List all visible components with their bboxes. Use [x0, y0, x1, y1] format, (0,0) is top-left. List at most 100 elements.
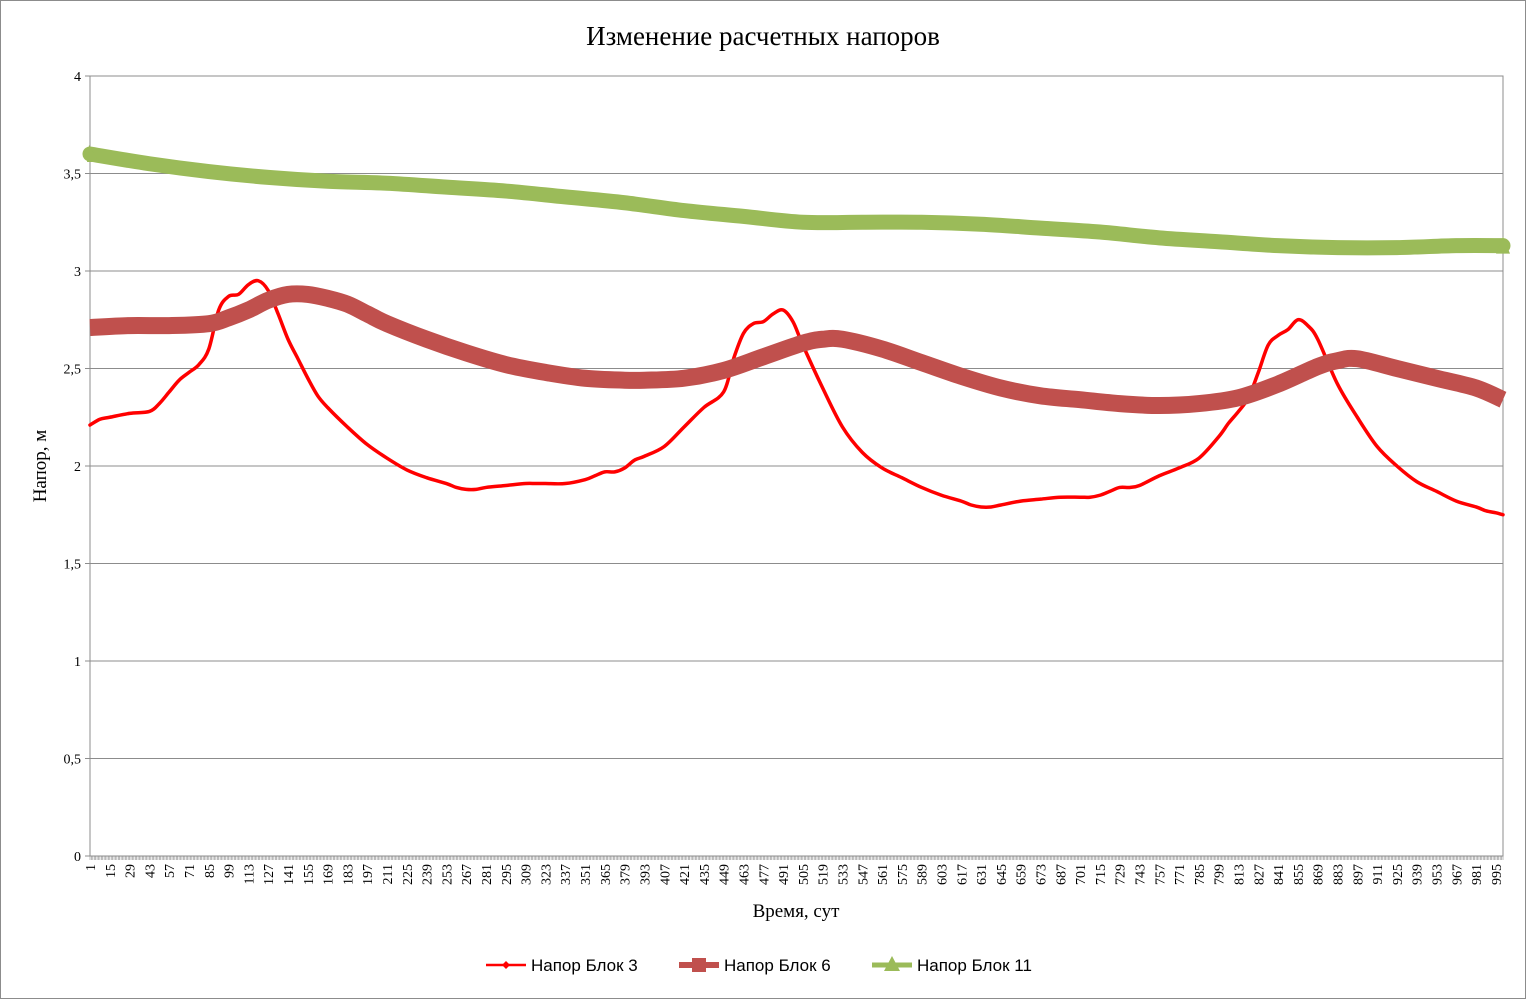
x-tick-label: 729	[1114, 864, 1129, 885]
legend-item: Напор Блок 6	[679, 956, 831, 975]
x-tick-label: 701	[1074, 864, 1089, 885]
x-tick-label: 477	[757, 864, 772, 885]
x-tick-label: 113	[242, 864, 257, 884]
legend-marker	[692, 958, 706, 972]
x-tick-label: 995	[1490, 864, 1505, 885]
x-tick-label: 337	[559, 864, 574, 885]
y-tick-label: 2,5	[64, 363, 82, 378]
legend-label: Напор Блок 3	[531, 956, 638, 975]
legend: Напор Блок 3 Напор Блок 6 Напор Блок 11	[486, 956, 1032, 975]
y-axis-title: Напор, м	[30, 430, 51, 503]
x-tick-label: 883	[1332, 864, 1347, 885]
x-tick-label: 211	[381, 864, 396, 884]
x-tick-label: 15	[104, 864, 119, 878]
x-tick-label: 799	[1213, 864, 1228, 885]
x-tick-label: 533	[836, 864, 851, 885]
x-tick-label: 309	[520, 864, 535, 885]
x-tick-label: 897	[1351, 864, 1366, 885]
x-tick-label: 505	[797, 864, 812, 885]
x-tick-label: 925	[1391, 864, 1406, 885]
x-tick-label: 813	[1233, 864, 1248, 885]
grid-lines	[90, 173, 1503, 759]
x-tick-label: 127	[262, 864, 277, 885]
x-tick-label: 869	[1312, 864, 1327, 885]
x-tick-label: 379	[619, 864, 634, 885]
x-tick-label: 855	[1292, 864, 1307, 885]
x-tick-label: 645	[995, 864, 1010, 885]
x-tick-label: 575	[896, 864, 911, 885]
x-tick-label: 393	[638, 864, 653, 885]
x-tick-label: 673	[1034, 864, 1049, 885]
y-tick-label: 0	[74, 850, 81, 865]
x-tick-label: 141	[282, 864, 297, 885]
x-tick-label: 449	[718, 864, 733, 885]
x-tick-label: 407	[658, 864, 673, 885]
x-tick-label: 421	[678, 864, 693, 885]
x-tick-label: 281	[480, 864, 495, 885]
y-tick-label: 3	[74, 265, 81, 280]
legend-marker	[884, 956, 900, 971]
x-tick-label: 715	[1094, 864, 1109, 885]
series-marker-end	[1496, 236, 1510, 254]
x-tick-label: 197	[361, 864, 376, 885]
x-tick-label: 757	[1153, 864, 1168, 885]
x-tick-label: 463	[737, 864, 752, 885]
x-tick-label: 169	[322, 864, 337, 885]
x-axis: 1 15 29 43 57 71 85 99 113 127 141 155 169 183 197 211 2…	[84, 856, 1505, 885]
legend-label: Напор Блок 6	[724, 956, 831, 975]
series-line-3	[82, 146, 1511, 256]
x-tick-label: 827	[1252, 864, 1267, 885]
series-line-2	[89, 285, 1507, 415]
y-tick-label: 1	[74, 655, 81, 670]
x-tick-label: 687	[1054, 864, 1069, 885]
x-tick-label: 29	[124, 864, 139, 878]
x-tick-label: 351	[579, 864, 594, 885]
x-tick-label: 99	[223, 864, 238, 878]
x-tick-label: 57	[163, 864, 178, 878]
x-tick-label: 85	[203, 864, 218, 878]
x-tick-label: 323	[539, 864, 554, 885]
x-tick-label: 771	[1173, 864, 1188, 885]
x-tick-label: 1	[84, 864, 99, 871]
y-axis: 0 0,5 1 1,5 2 2,5 3 3,5 4	[64, 70, 90, 865]
x-tick-label: 841	[1272, 864, 1287, 885]
x-tick-label: 71	[183, 864, 198, 878]
x-tick-label: 953	[1431, 864, 1446, 885]
x-tick-label: 547	[856, 864, 871, 885]
legend-label: Напор Блок 11	[917, 956, 1032, 975]
series-marker-start	[87, 145, 99, 162]
x-tick-label: 967	[1450, 864, 1465, 885]
series-lines	[82, 145, 1511, 517]
legend-item: Напор Блок 11	[872, 956, 1032, 975]
x-tick-label: 617	[955, 864, 970, 885]
y-tick-label: 4	[74, 70, 81, 85]
x-tick-label: 365	[599, 864, 614, 885]
x-tick-label: 603	[935, 864, 950, 885]
x-tick-label: 155	[302, 864, 317, 885]
x-tick-label: 981	[1470, 864, 1485, 885]
y-tick-label: 0,5	[64, 753, 82, 768]
x-tick-label: 295	[500, 864, 515, 885]
x-tick-label: 253	[440, 864, 455, 885]
legend-item: Напор Блок 3	[486, 956, 638, 975]
x-tick-label: 225	[401, 864, 416, 885]
x-tick-label: 659	[1015, 864, 1030, 885]
legend-marker	[502, 961, 510, 969]
x-tick-label: 589	[916, 864, 931, 885]
x-tick-label: 911	[1371, 864, 1386, 884]
series-line-1	[88, 278, 1505, 517]
x-tick-label: 435	[698, 864, 713, 885]
x-tick-label: 267	[460, 864, 475, 885]
x-tick-label: 785	[1193, 864, 1208, 885]
x-tick-label: 491	[777, 864, 792, 885]
x-tick-label: 43	[143, 864, 158, 878]
x-tick-label: 561	[876, 864, 891, 885]
x-tick-label: 183	[341, 864, 356, 885]
x-tick-label: 939	[1411, 864, 1426, 885]
x-axis-title: Время, сут	[753, 901, 841, 922]
x-tick-label: 743	[1133, 864, 1148, 885]
y-tick-label: 2	[74, 460, 81, 475]
y-tick-label: 3,5	[64, 168, 82, 183]
x-tick-label: 519	[817, 864, 832, 885]
